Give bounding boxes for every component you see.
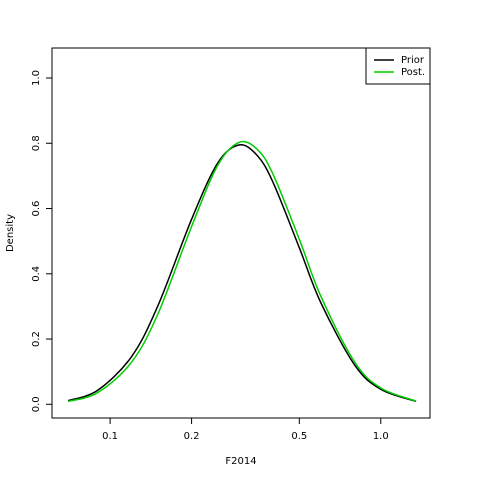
y-axis-label: Density (5, 214, 16, 252)
x-tick-label: 0.5 (291, 431, 307, 442)
legend-label: Post. (401, 67, 425, 78)
plot-frame (51, 47, 431, 419)
y-tick-label: 0.2 (31, 331, 42, 347)
legend-box (365, 47, 431, 85)
y-tick-label: 0.6 (31, 201, 42, 217)
x-tick-label: 0.1 (102, 431, 118, 442)
x-tick-label: 1.0 (373, 431, 389, 442)
y-tick-label: 0.8 (31, 135, 42, 151)
y-tick-label: 0.4 (31, 266, 42, 282)
density-curve (67, 140, 417, 403)
y-tick-label: 0.0 (31, 396, 42, 412)
x-axis-label: F2014 (225, 456, 256, 467)
x-tick-label: 0.2 (184, 431, 200, 442)
density-curve (67, 144, 417, 403)
y-tick-label: 1.0 (31, 70, 42, 86)
legend-label: Prior (401, 55, 425, 66)
